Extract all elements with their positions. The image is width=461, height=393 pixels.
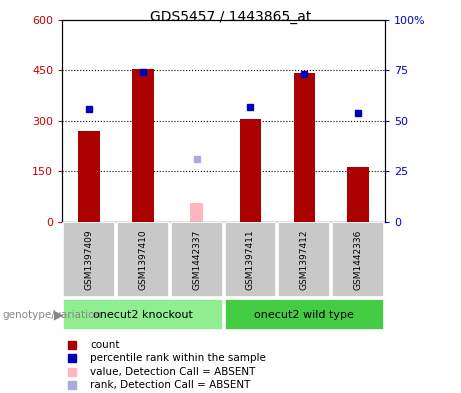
Text: count: count bbox=[90, 340, 119, 350]
Bar bbox=[225, 222, 276, 297]
Bar bbox=[278, 222, 330, 297]
Bar bbox=[63, 299, 223, 331]
Bar bbox=[190, 204, 203, 222]
Text: onecut2 wild type: onecut2 wild type bbox=[254, 310, 354, 320]
Text: ▶: ▶ bbox=[54, 309, 64, 322]
Text: GSM1397409: GSM1397409 bbox=[85, 229, 94, 290]
Text: GSM1397410: GSM1397410 bbox=[138, 229, 148, 290]
Bar bbox=[225, 299, 384, 331]
Text: GSM1442337: GSM1442337 bbox=[192, 229, 201, 290]
Bar bbox=[294, 73, 315, 222]
Text: GSM1397412: GSM1397412 bbox=[300, 229, 309, 290]
Text: GSM1442336: GSM1442336 bbox=[354, 229, 362, 290]
Bar bbox=[117, 222, 169, 297]
Text: GDS5457 / 1443865_at: GDS5457 / 1443865_at bbox=[150, 10, 311, 24]
Bar bbox=[332, 222, 384, 297]
Bar bbox=[132, 69, 154, 222]
Text: onecut2 knockout: onecut2 knockout bbox=[93, 310, 193, 320]
Bar bbox=[78, 131, 100, 222]
Text: GSM1397411: GSM1397411 bbox=[246, 229, 255, 290]
Text: genotype/variation: genotype/variation bbox=[2, 310, 101, 320]
Bar bbox=[240, 119, 261, 222]
Bar bbox=[63, 222, 115, 297]
Text: rank, Detection Call = ABSENT: rank, Detection Call = ABSENT bbox=[90, 380, 250, 390]
Text: value, Detection Call = ABSENT: value, Detection Call = ABSENT bbox=[90, 367, 255, 377]
Text: percentile rank within the sample: percentile rank within the sample bbox=[90, 353, 266, 363]
Bar bbox=[347, 167, 369, 222]
Bar bbox=[171, 222, 223, 297]
